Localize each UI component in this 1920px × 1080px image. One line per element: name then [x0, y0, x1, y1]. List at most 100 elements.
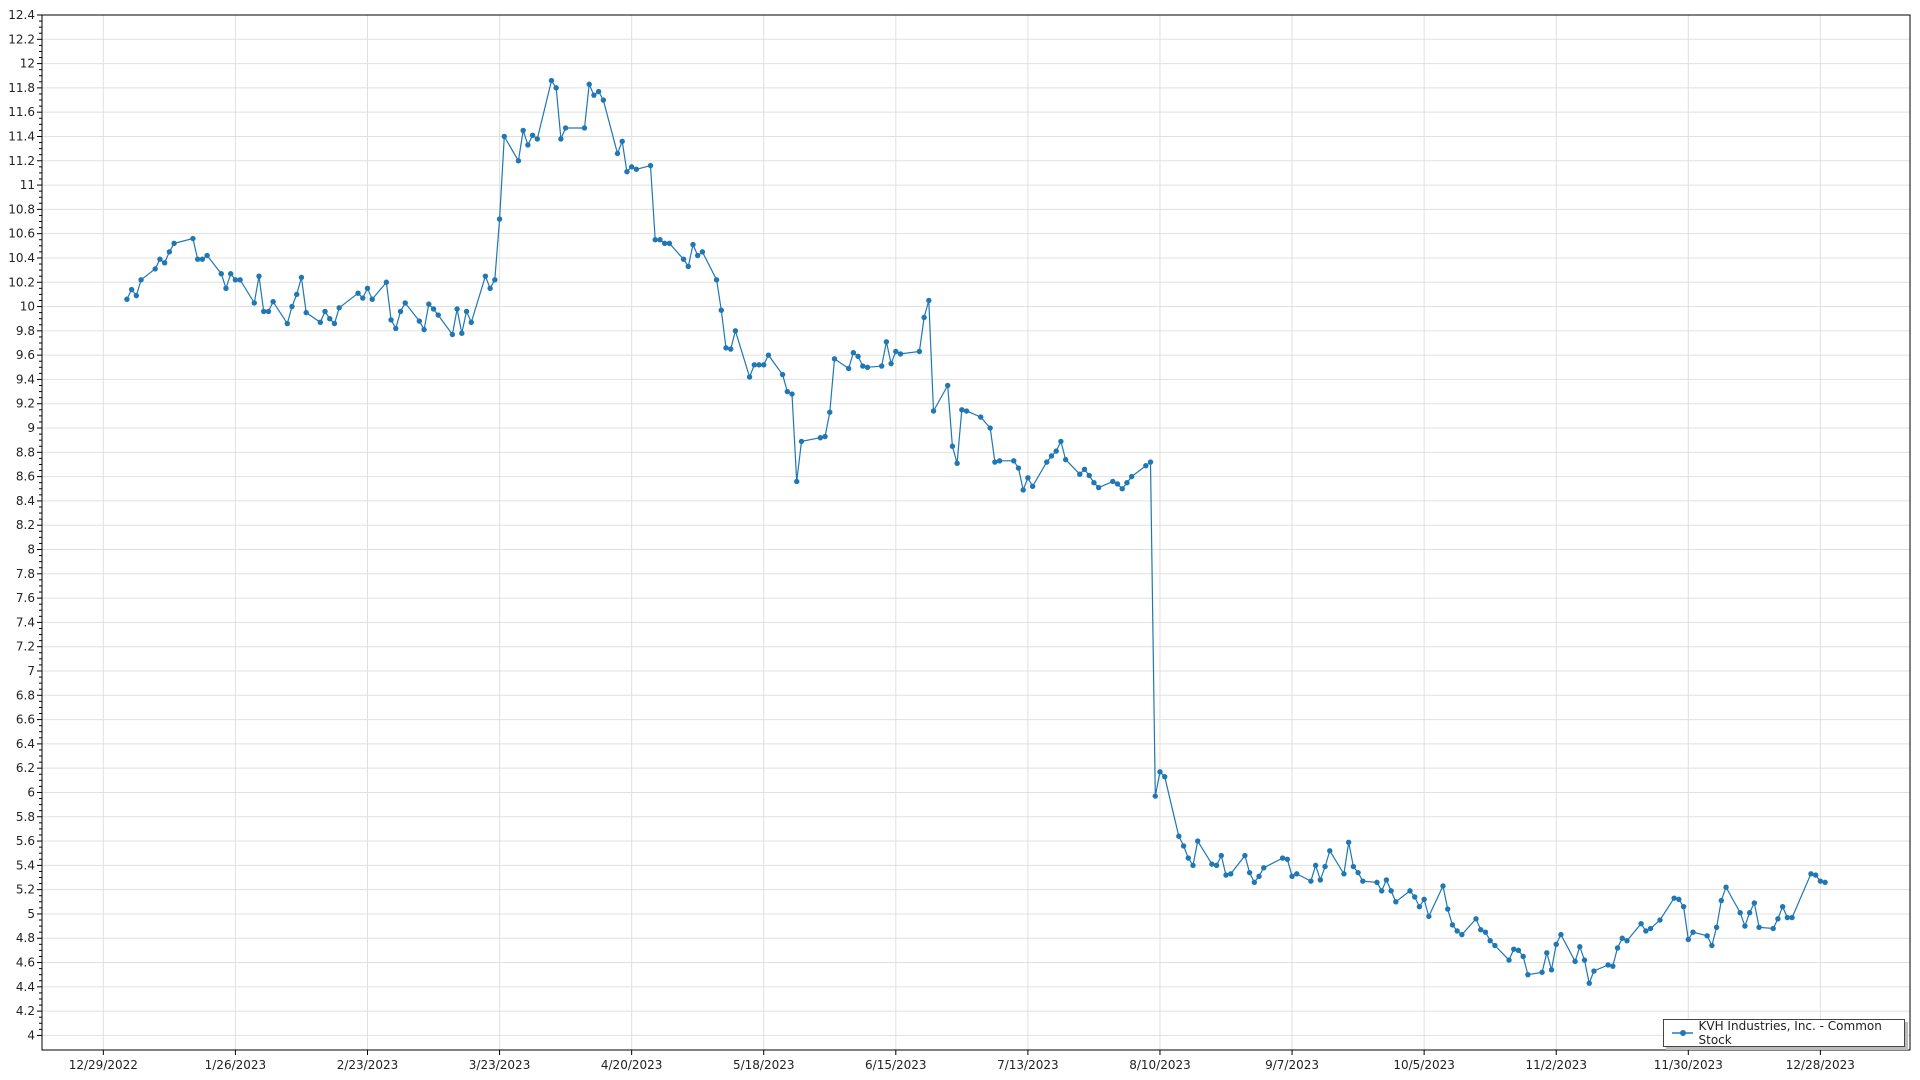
- data-point: [1577, 944, 1583, 950]
- data-point: [595, 88, 602, 95]
- grid: [42, 14, 1910, 1050]
- data-point: [1124, 479, 1130, 486]
- data-point: [223, 285, 229, 292]
- data-point: [954, 460, 960, 466]
- data-point: [784, 388, 791, 395]
- data-point: [1327, 848, 1333, 854]
- data-point: [496, 216, 503, 222]
- y-tick-label: 11.2: [8, 154, 35, 168]
- data-point: [1317, 877, 1324, 883]
- x-tick-label: 11/30/2023: [1654, 1058, 1723, 1072]
- data-point: [265, 308, 272, 315]
- data-point: [647, 162, 654, 169]
- y-tick-label: 5.2: [16, 883, 35, 897]
- data-point: [1421, 896, 1427, 903]
- data-point: [1605, 962, 1611, 968]
- data-point: [1025, 475, 1031, 481]
- data-point: [548, 77, 555, 84]
- data-point: [1647, 925, 1654, 932]
- data-point: [1487, 937, 1493, 944]
- data-point: [449, 331, 456, 338]
- data-point: [1591, 968, 1597, 974]
- data-point: [1713, 924, 1720, 931]
- data-point: [1511, 946, 1517, 952]
- data-point: [624, 169, 630, 175]
- data-point: [718, 307, 724, 313]
- data-point: [1426, 913, 1432, 920]
- y-tick-label: 9.2: [16, 397, 35, 411]
- data-point: [1128, 473, 1135, 480]
- data-point: [138, 277, 144, 283]
- data-point: [756, 362, 762, 368]
- data-point: [1341, 871, 1347, 877]
- data-point: [1246, 869, 1253, 876]
- data-point: [237, 277, 243, 283]
- x-tick-label: 4/20/2023: [601, 1058, 663, 1072]
- data-point: [1213, 862, 1220, 869]
- data-point: [921, 314, 927, 321]
- data-point: [284, 320, 290, 327]
- data-point: [685, 263, 691, 270]
- data-point: [1091, 479, 1097, 486]
- data-point: [864, 364, 871, 370]
- y-tick-label: 4.2: [16, 1004, 35, 1018]
- data-point: [1544, 950, 1550, 956]
- data-point: [789, 391, 795, 397]
- data-point: [1525, 971, 1531, 978]
- y-tick-label: 8.4: [16, 494, 35, 508]
- data-point: [1312, 862, 1319, 869]
- y-tick-label: 10: [20, 300, 35, 314]
- data-point: [1775, 916, 1781, 922]
- data-point: [515, 158, 522, 164]
- data-point: [355, 290, 361, 296]
- data-point: [1374, 879, 1380, 886]
- data-point: [930, 408, 937, 414]
- data-point: [1086, 472, 1092, 479]
- legend: KVH Industries, Inc. - Common Stock: [1663, 1019, 1905, 1047]
- data-point: [1119, 486, 1125, 492]
- data-point: [459, 330, 465, 336]
- data-point: [1779, 903, 1786, 910]
- data-point: [331, 320, 338, 327]
- data-point: [369, 296, 375, 302]
- data-point: [1360, 878, 1366, 884]
- axes: 4 4.2 4.4 4.6 4.8 5 5.2 5.4 5.6 5.8 6 6.2 6.4 6.6 6.8 7…: [8, 8, 1911, 1072]
- y-tick-label: 10.8: [8, 202, 35, 216]
- data-point: [435, 312, 441, 318]
- data-point: [251, 300, 257, 306]
- y-tick-label: 9: [27, 421, 35, 435]
- data-point: [1704, 933, 1710, 939]
- y-tick-label: 5.8: [16, 810, 35, 824]
- data-point: [794, 478, 800, 485]
- series-line: [126, 79, 1826, 986]
- y-tick-label: 12.2: [8, 32, 35, 46]
- data-point: [1478, 927, 1484, 933]
- data-point: [1685, 936, 1691, 943]
- data-point: [855, 353, 861, 360]
- data-point: [1147, 459, 1154, 465]
- data-point: [1308, 878, 1314, 884]
- data-point: [133, 292, 140, 299]
- data-point: [1614, 945, 1621, 951]
- data-point: [657, 237, 663, 243]
- y-tick-label: 5.4: [16, 858, 35, 872]
- data-point: [1355, 869, 1361, 876]
- data-point: [1058, 438, 1064, 445]
- data-point: [1751, 900, 1758, 906]
- y-tick-label: 6.8: [16, 688, 35, 702]
- data-point: [171, 240, 177, 247]
- data-point: [1718, 897, 1725, 904]
- y-tick-label: 7.4: [16, 615, 35, 629]
- data-point: [1015, 465, 1022, 471]
- data-point: [1152, 793, 1158, 799]
- data-point: [1416, 903, 1423, 910]
- data-point: [1176, 833, 1182, 839]
- y-tick-label: 7.8: [16, 567, 35, 581]
- data-point: [680, 256, 687, 262]
- data-point: [463, 308, 470, 315]
- data-point: [298, 274, 305, 281]
- x-tick-label: 11/2/2023: [1525, 1058, 1587, 1072]
- data-point: [897, 351, 904, 357]
- y-tick-label: 4.6: [16, 956, 35, 970]
